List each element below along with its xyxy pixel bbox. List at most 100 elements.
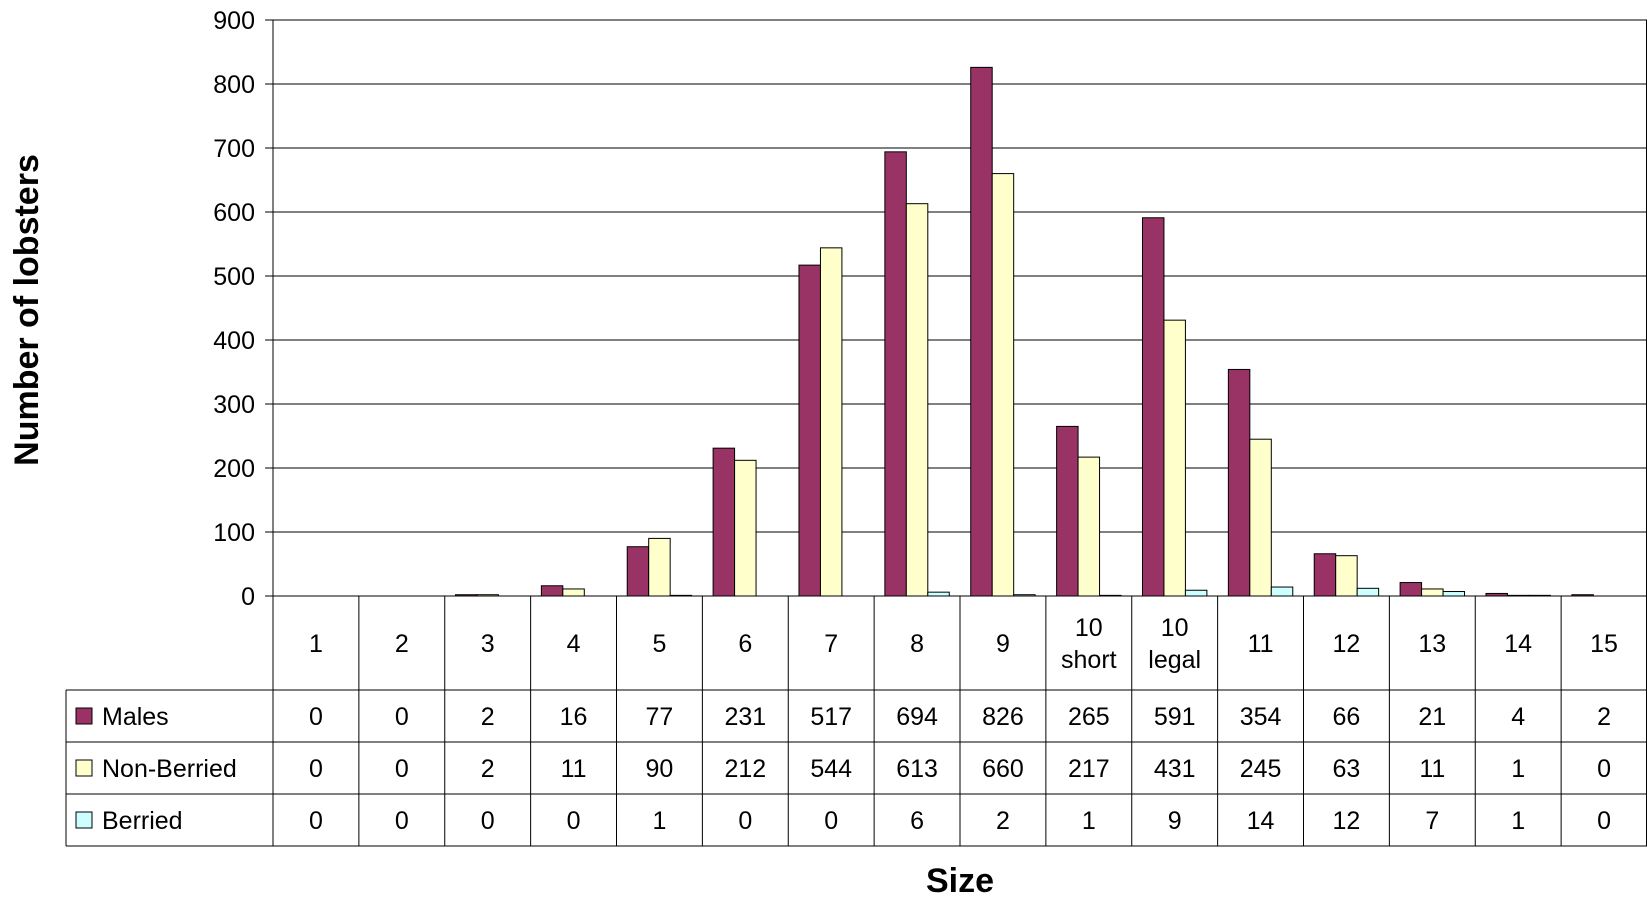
- bar-males: [970, 66, 993, 597]
- table-value: 0: [1597, 807, 1611, 835]
- x-category-label: 15: [1590, 630, 1618, 658]
- x-category-label: 1: [309, 630, 323, 658]
- legend-swatch: [75, 811, 93, 829]
- table-value: 21: [1418, 703, 1446, 731]
- table-value: 0: [395, 703, 409, 731]
- table-value: 7: [1425, 807, 1439, 835]
- bar-males: [626, 546, 650, 597]
- y-tick-label: 400: [213, 327, 255, 355]
- table-value: 90: [646, 755, 674, 783]
- bar-males: [454, 594, 478, 597]
- x-category-label: 11: [1248, 630, 1274, 658]
- y-tick-label: 800: [213, 71, 255, 99]
- y-tick-label: 900: [213, 7, 255, 35]
- table-value: 1: [1082, 807, 1096, 835]
- bar-males: [1399, 582, 1423, 597]
- bar-berried: [1270, 586, 1294, 597]
- y-tick-label: 200: [213, 455, 255, 483]
- table-value: 6: [910, 807, 924, 835]
- legend-label: Males: [102, 703, 169, 731]
- table-value: 9: [1168, 807, 1182, 835]
- bar-non-berried: [1249, 438, 1272, 597]
- table-value: 0: [309, 755, 323, 783]
- x-category-label: 4: [567, 630, 581, 658]
- y-tick-label: 100: [213, 519, 255, 547]
- table-value: 613: [896, 755, 938, 783]
- table-value: 2: [481, 703, 495, 731]
- table-value: 2: [1597, 703, 1611, 731]
- bar-non-berried: [562, 588, 585, 597]
- table-value: 1: [1511, 807, 1525, 835]
- bar-non-berried: [734, 459, 757, 597]
- table-value: 245: [1240, 755, 1282, 783]
- x-category-label: 13: [1418, 630, 1446, 658]
- table-value: 265: [1068, 703, 1110, 731]
- legend-swatch: [75, 759, 93, 777]
- table-value: 12: [1333, 807, 1361, 835]
- table-value: 517: [810, 703, 852, 731]
- bar-berried: [1099, 594, 1122, 597]
- bar-males: [798, 264, 821, 597]
- bar-non-berried: [1163, 319, 1186, 597]
- y-tick-label: 300: [213, 391, 255, 419]
- table-value: 0: [567, 807, 581, 835]
- table-value: 0: [738, 807, 752, 835]
- bar-berried: [1184, 589, 1208, 597]
- bar-berried: [1356, 587, 1380, 597]
- table-value: 0: [309, 807, 323, 835]
- table-value: 591: [1154, 703, 1196, 731]
- bar-males: [712, 447, 736, 597]
- y-tick-label: 700: [213, 135, 255, 163]
- bar-males: [1227, 368, 1251, 597]
- bar-males: [1313, 553, 1337, 597]
- table-value: 11: [561, 755, 587, 783]
- table-value: 212: [724, 755, 766, 783]
- table-value: 66: [1333, 703, 1361, 731]
- bar-males: [1056, 425, 1079, 597]
- bar-males: [1141, 217, 1165, 597]
- legend-label: Berried: [102, 807, 183, 835]
- bar-non-berried: [1421, 588, 1444, 597]
- table-value: 0: [395, 807, 409, 835]
- y-tick-label: 0: [241, 583, 255, 611]
- x-category-label: 10: [1161, 614, 1189, 642]
- gridlines: [265, 19, 1647, 846]
- legend-swatch: [75, 707, 93, 725]
- table-value: 16: [560, 703, 588, 731]
- bar-non-berried: [476, 594, 499, 597]
- table-value: 14: [1247, 807, 1275, 835]
- bar-berried: [669, 594, 693, 597]
- bar-berried: [1442, 591, 1466, 597]
- table-value: 660: [982, 755, 1024, 783]
- x-category-label: 10: [1075, 614, 1103, 642]
- table-value: 431: [1154, 755, 1196, 783]
- bar-non-berried: [1077, 456, 1101, 597]
- y-tick-label: 600: [213, 199, 255, 227]
- x-category-label: 5: [652, 630, 666, 658]
- bar-non-berried: [1506, 594, 1530, 597]
- table-value: 0: [1597, 755, 1611, 783]
- bar-non-berried: [991, 173, 1015, 597]
- bar-berried: [1013, 594, 1036, 597]
- table-value: 231: [724, 703, 766, 731]
- bar-non-berried: [905, 203, 929, 597]
- legend-label: Non-Berried: [102, 755, 237, 783]
- bars: [454, 66, 1594, 597]
- x-category-label: 2: [395, 630, 409, 658]
- data-table: [65, 20, 1647, 847]
- table-value: 217: [1068, 755, 1110, 783]
- x-category-label: 7: [824, 630, 838, 658]
- y-tick-label: 500: [213, 263, 255, 291]
- bar-berried: [927, 591, 950, 597]
- table-value: 544: [810, 755, 852, 783]
- bar-berried: [1528, 594, 1551, 597]
- bar-non-berried: [648, 537, 671, 597]
- table-value: 694: [896, 703, 938, 731]
- x-category-label: 3: [481, 630, 495, 658]
- x-category-label: 6: [738, 630, 752, 658]
- bar-males: [1485, 592, 1508, 597]
- bar-non-berried: [1335, 555, 1358, 597]
- x-axis-title: Size: [926, 862, 994, 898]
- table-value: 63: [1333, 755, 1361, 783]
